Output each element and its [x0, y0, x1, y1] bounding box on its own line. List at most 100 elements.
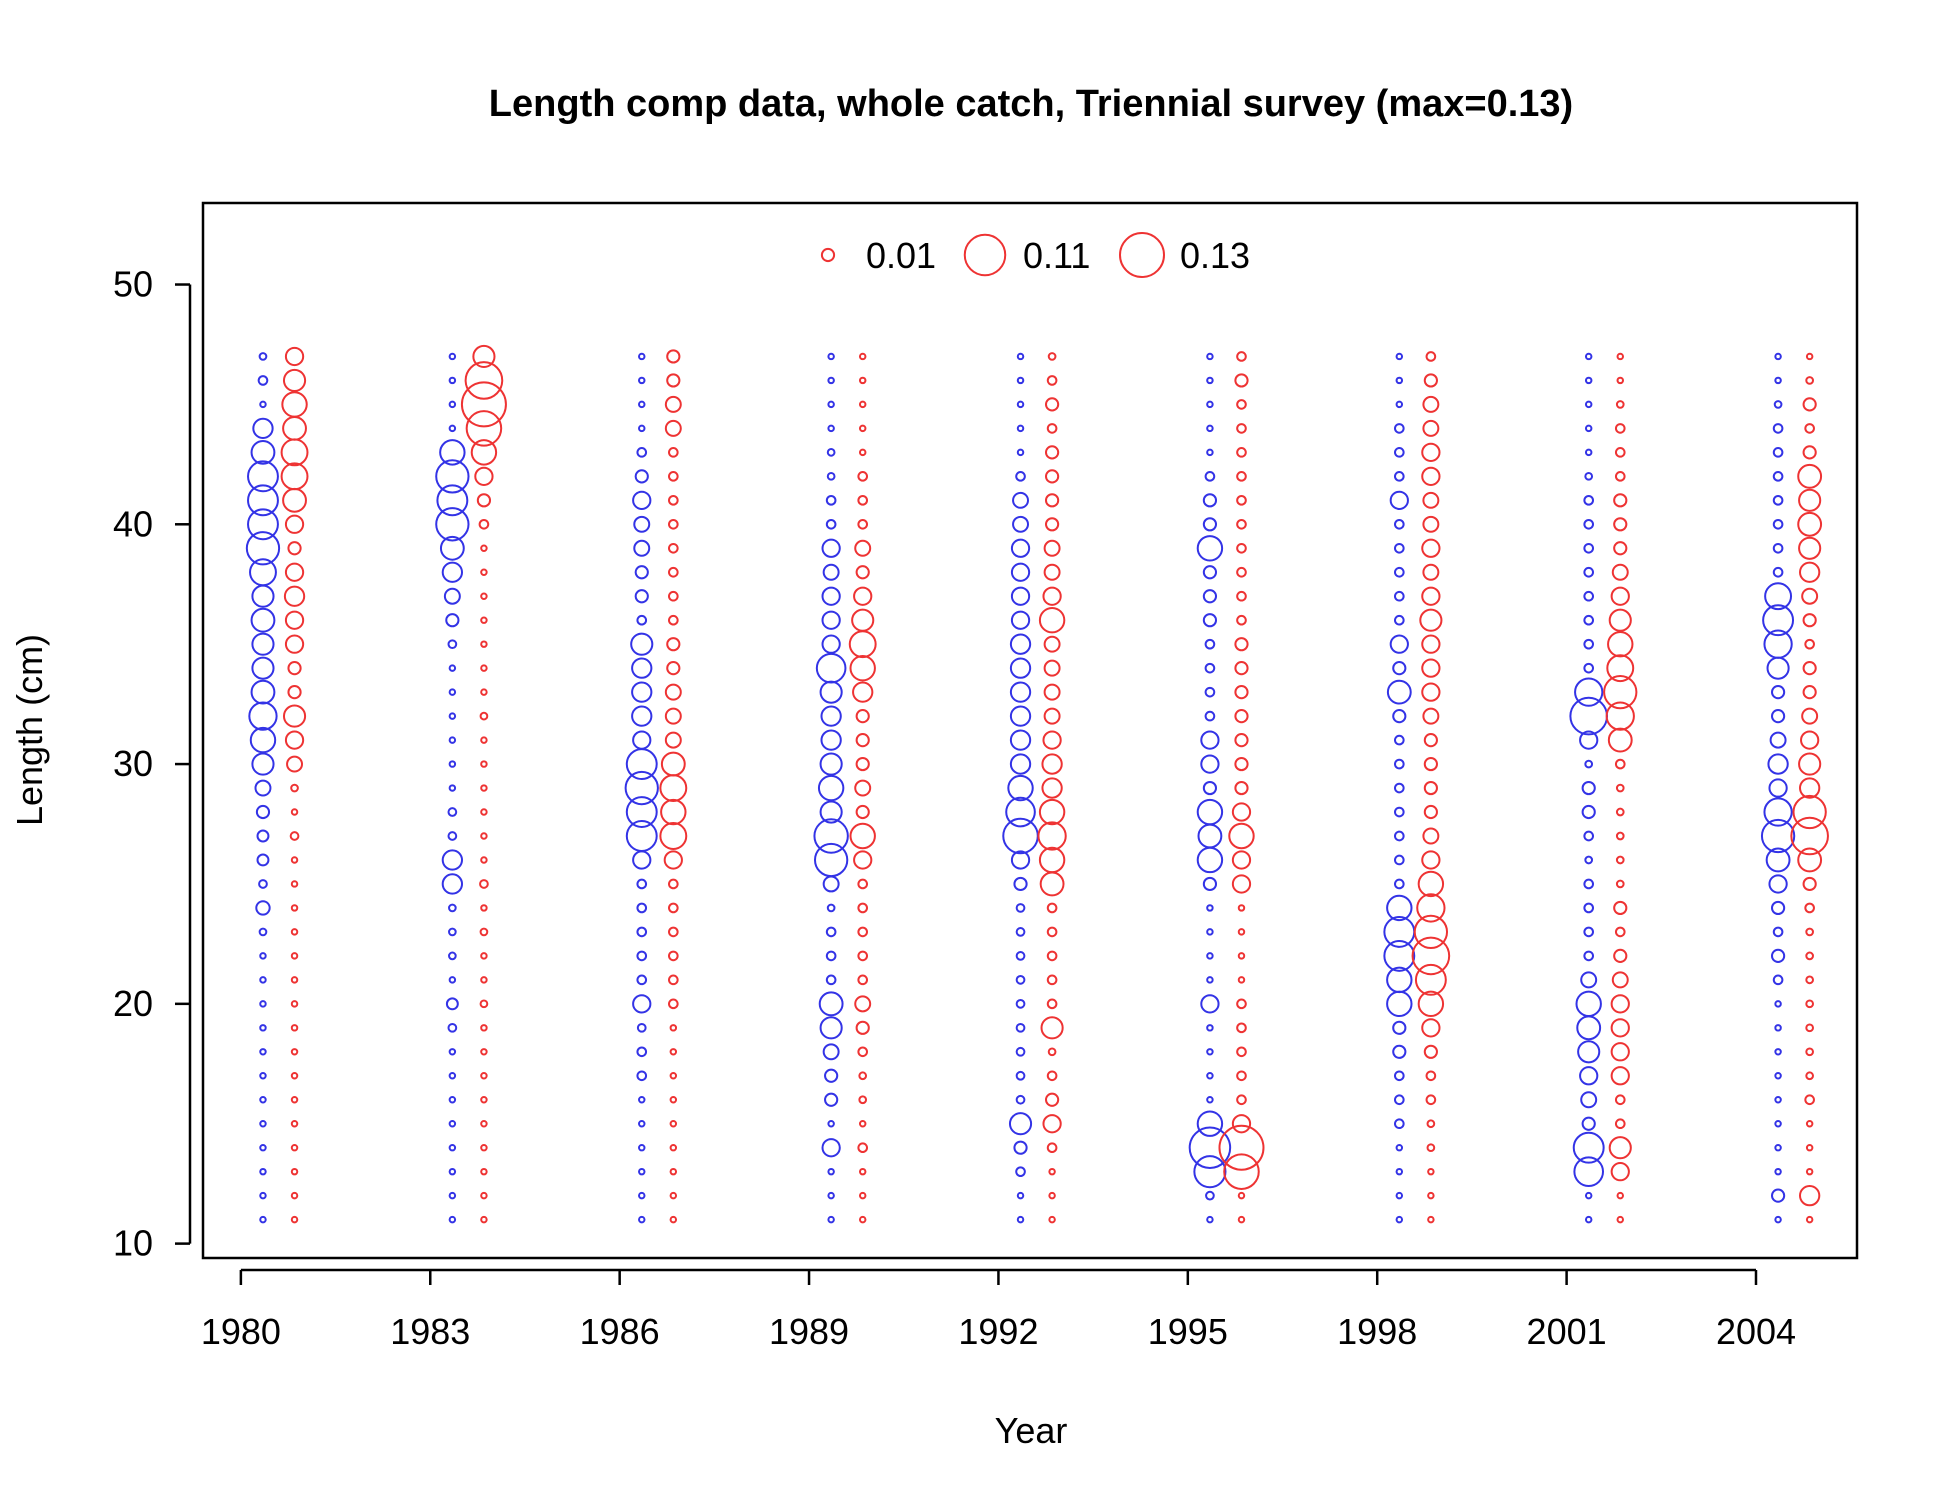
bubble-point	[480, 568, 488, 576]
bubble-point	[1805, 1215, 1814, 1224]
bubble-point	[1805, 1023, 1814, 1033]
bubble-point	[1774, 1024, 1782, 1032]
bubble-point	[1204, 638, 1216, 650]
bubble-point	[480, 784, 488, 792]
bubble-point	[1234, 756, 1249, 772]
legend-label: 0.11	[1023, 235, 1090, 276]
bubble-point	[1393, 830, 1405, 842]
bubble-point	[435, 459, 470, 494]
bubble-point	[448, 784, 457, 792]
bubble-point	[858, 400, 867, 409]
bubble-point	[460, 381, 507, 428]
bubble-point	[1042, 1114, 1062, 1134]
bubble-point	[480, 592, 488, 600]
bubble-point	[1237, 1215, 1246, 1224]
bubble-point	[1202, 876, 1218, 892]
bubble-point	[1395, 1143, 1404, 1152]
y-tick-label: 20	[113, 983, 153, 1024]
bubble-point	[448, 1119, 457, 1128]
bubble-point	[290, 952, 299, 960]
bubble-point	[668, 614, 679, 626]
bubble-point	[1615, 855, 1625, 865]
bubble-point	[818, 991, 844, 1017]
bubble-point	[479, 999, 489, 1009]
bubble-point	[1804, 638, 1815, 650]
bubble-point	[1421, 682, 1441, 702]
bubble-point	[1763, 797, 1793, 827]
bubble-point	[1805, 999, 1814, 1009]
bubble-point	[290, 880, 299, 888]
bubble-point	[1196, 535, 1224, 562]
bubble-point	[1040, 1016, 1064, 1040]
bubble-point	[1422, 515, 1440, 533]
bubble-point	[827, 376, 835, 385]
bubble-point	[634, 589, 649, 604]
bubble-point	[660, 798, 687, 826]
bubble-point	[290, 1119, 299, 1128]
bubble-point	[1393, 734, 1405, 746]
bubble-point	[1799, 561, 1821, 583]
bubble-point	[634, 565, 649, 580]
bubble-point	[1770, 948, 1786, 963]
bubble-point	[858, 1095, 868, 1105]
bubble-point	[1204, 471, 1216, 482]
bubble-point	[1417, 870, 1445, 898]
bubble-point	[668, 998, 679, 1010]
bubble-point	[1015, 998, 1026, 1009]
bubble-point	[1393, 782, 1405, 794]
bubble-point	[251, 752, 275, 776]
bubble-point	[1613, 900, 1628, 916]
bubble-point	[479, 879, 489, 889]
bubble-point	[1228, 822, 1255, 850]
bubble-point	[1584, 448, 1593, 457]
bubble-point	[857, 974, 869, 986]
bubble-point	[1805, 376, 1814, 385]
bubble-point	[258, 879, 268, 889]
bubble-point	[1579, 1066, 1599, 1086]
bubble-point	[1044, 493, 1060, 508]
bubble-point	[1614, 471, 1626, 482]
bubble-point	[248, 701, 278, 731]
bubble-point	[1016, 400, 1025, 409]
bubble-point	[447, 639, 458, 650]
bubble-point	[1615, 831, 1625, 841]
bubble-point	[669, 1024, 678, 1032]
bubble-point	[1016, 1215, 1025, 1224]
bubble-point	[1202, 493, 1218, 508]
bubble-point	[287, 685, 302, 700]
bubble-point	[668, 878, 679, 890]
bubble-point	[1386, 966, 1413, 994]
bubble-point	[480, 736, 488, 744]
bubble-point	[251, 584, 275, 608]
bubble-point	[1196, 846, 1224, 874]
bubble-point	[1237, 976, 1246, 984]
bubble-point	[1046, 950, 1058, 962]
bubble-point	[659, 774, 688, 802]
bubble-point	[817, 774, 845, 802]
bubble-point	[1046, 375, 1058, 386]
bubble-point	[1610, 1042, 1630, 1062]
bubble-point	[1010, 850, 1031, 870]
bubble-point	[1801, 587, 1819, 605]
bubble-point	[1572, 1131, 1605, 1164]
bubble-point	[638, 352, 646, 361]
bubble-point	[1393, 1094, 1405, 1106]
bubble-point	[858, 1071, 868, 1081]
bubble-point	[1790, 816, 1829, 856]
bubble-point	[1583, 950, 1595, 962]
bubble-point	[1577, 1040, 1601, 1064]
bubble-point	[855, 732, 870, 748]
bubble-point	[1043, 563, 1061, 581]
bubble-point	[448, 688, 457, 696]
legend-symbol	[1119, 232, 1165, 278]
bubble-point	[1196, 798, 1224, 826]
bubble-point	[290, 1048, 299, 1056]
bubble-point	[465, 410, 503, 447]
bubble-point	[1383, 915, 1416, 948]
bubble-point	[632, 994, 652, 1014]
bubble-point	[1613, 541, 1628, 556]
bubble-point	[1236, 447, 1247, 458]
bubble-point	[1236, 423, 1247, 434]
bubble-point	[1009, 657, 1032, 679]
bubble-point	[1763, 629, 1793, 659]
